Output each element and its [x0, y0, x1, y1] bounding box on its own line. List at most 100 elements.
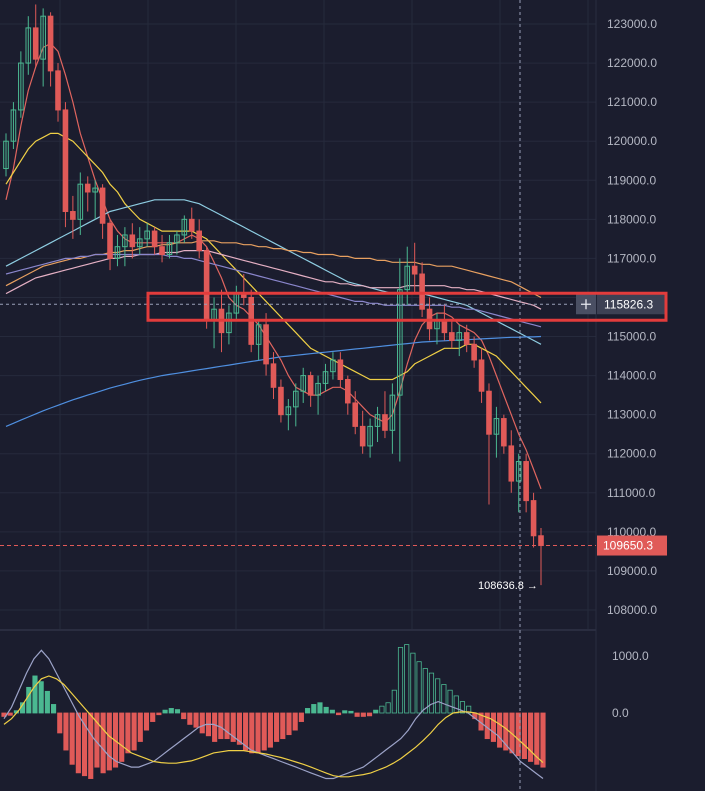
macd-dif-line — [3, 649, 544, 780]
macd-histogram-bar — [391, 689, 397, 714]
macd-histogram-bar — [249, 712, 255, 754]
price-tick-label: 108000.0 — [607, 603, 657, 617]
candle-body — [493, 418, 500, 435]
macd-histogram-bar — [422, 668, 428, 714]
price-tick-label: 123000.0 — [607, 17, 657, 31]
macd-histogram-bar — [323, 706, 329, 714]
candle-body — [99, 187, 106, 224]
candle-body — [55, 70, 61, 111]
macd-histogram-bar — [75, 712, 81, 774]
low-price-marker: 108636.8 → — [478, 580, 538, 592]
candle-body — [359, 425, 366, 447]
candle-body — [501, 418, 507, 447]
candle-body — [478, 359, 485, 392]
candle-body — [300, 375, 307, 392]
candle-body — [62, 109, 69, 213]
macd-histogram-bar — [329, 709, 335, 714]
macd-axis: 1000.0 0.0 — [612, 649, 649, 720]
candle-body — [196, 230, 202, 252]
candle-body — [515, 461, 522, 482]
macd-histogram-bar — [509, 712, 515, 754]
candle-body — [471, 343, 477, 361]
price-tick-label: 113000.0 — [607, 408, 656, 422]
macd-histogram-bar — [199, 712, 205, 734]
macd-histogram-bar — [354, 712, 360, 717]
macd-histogram-bar — [162, 709, 168, 714]
macd-histogram-bar — [416, 661, 422, 714]
macd-histogram-bar — [224, 712, 230, 740]
candle-body — [47, 15, 54, 72]
macd-panel — [1, 644, 546, 780]
macd-histogram-bar — [521, 712, 527, 759]
candle-body — [463, 332, 470, 345]
candle-body — [136, 238, 143, 248]
macd-histogram-bar — [106, 712, 112, 771]
price-tick-label: 119000.0 — [607, 173, 656, 187]
macd-histogram-bar — [125, 712, 131, 754]
candle-body — [315, 382, 321, 396]
macd-histogram-bar — [397, 647, 404, 714]
macd-histogram-bar — [57, 712, 63, 734]
candle-body — [404, 265, 411, 291]
macd-histogram-bar — [348, 710, 354, 714]
candle-body — [107, 222, 113, 259]
crosshair-price-tag[interactable]: 115826.3 — [576, 294, 665, 315]
macd-histogram-bar — [305, 708, 311, 714]
macd-histogram-bar — [441, 684, 447, 714]
macd-histogram-bar — [385, 702, 391, 714]
price-axis: 123000.0 122000.0 121000.0 120000.0 119000.0… — [607, 17, 657, 617]
macd-tick-label: 0.0 — [612, 706, 629, 720]
macd-histogram-bar — [32, 675, 38, 714]
macd-histogram-bar — [212, 712, 218, 742]
candle-body — [151, 230, 158, 248]
candle-body — [322, 371, 329, 384]
moving-average-line — [5, 253, 542, 328]
price-tick-label: 120000.0 — [607, 134, 657, 148]
candle-body — [188, 218, 195, 232]
candle-body — [32, 27, 39, 60]
macd-histogram-bar — [88, 712, 94, 779]
macd-histogram-bar — [26, 686, 32, 714]
macd-histogram-bar — [534, 712, 540, 765]
macd-tick-label: 1000.0 — [612, 649, 649, 663]
macd-histogram-bar — [261, 712, 267, 751]
macd-histogram-bar — [174, 709, 181, 714]
macd-histogram-bar — [335, 712, 342, 716]
macd-histogram-bar — [38, 681, 44, 714]
candle-body — [352, 402, 359, 427]
candle-body — [374, 414, 381, 427]
macd-histogram-bar — [50, 704, 57, 714]
candle-body — [530, 500, 537, 537]
macd-histogram-bar — [230, 712, 236, 742]
candle-body — [174, 234, 180, 244]
macd-histogram-bar — [187, 712, 193, 725]
candle-body — [441, 320, 448, 334]
moving-average-line — [5, 132, 542, 404]
price-tick-label: 110000.0 — [607, 525, 656, 539]
candle-body — [77, 183, 84, 220]
price-tick-label: 109000.0 — [607, 564, 657, 578]
candles — [3, 4, 544, 586]
macd-histogram-bar — [150, 712, 156, 722]
candle-body — [285, 406, 292, 416]
candle-body — [203, 250, 210, 322]
candle-body — [345, 379, 351, 404]
price-tick-label: 111000.0 — [607, 486, 656, 500]
plus-icon-glyph — [581, 299, 591, 310]
candle-body — [70, 211, 76, 220]
candle-body — [144, 230, 150, 240]
candle-body — [523, 461, 529, 502]
macd-histogram-bar — [373, 709, 379, 714]
candle-body — [538, 535, 544, 547]
macd-histogram-bar — [292, 712, 298, 731]
candle-body — [122, 234, 128, 248]
macd-histogram-bar — [119, 712, 125, 762]
macd-dea-line — [3, 675, 544, 778]
candle-body — [367, 425, 373, 447]
candle-body — [278, 386, 284, 416]
current-price-tag: 109650.3 — [597, 535, 667, 556]
candle-body — [456, 332, 463, 341]
candle-body — [397, 289, 403, 396]
macd-histogram-bar — [143, 712, 150, 731]
